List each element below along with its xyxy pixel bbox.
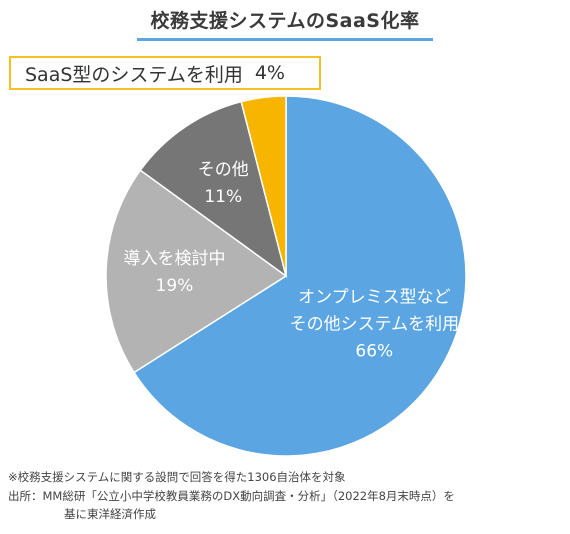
slice-value-label: 66% xyxy=(355,342,393,362)
chart-title: 校務支援システムのSaaS化率 xyxy=(150,10,420,32)
pie-slice-3 xyxy=(240,95,287,277)
callout-value: 4% xyxy=(254,62,285,84)
slice-category-label: その他 xyxy=(198,160,249,180)
pie-slice-2 xyxy=(139,100,288,278)
saas-callout: SaaS型のシステムを利用 4% xyxy=(9,56,321,90)
title-underline xyxy=(137,38,433,41)
footnote-source: 出所：MM総研「公立小中学校教員業務のDX動向調査・分析」（2022年8月末時点… xyxy=(8,489,455,503)
footnote-source-cont: 基に東洋経済作成 xyxy=(64,507,156,521)
slice-value-label: 11% xyxy=(204,187,242,207)
slice-category-label: その他システムを利用 xyxy=(290,315,460,335)
pie-slice-0 xyxy=(132,95,467,457)
slice-category-label: 導入を検討中 xyxy=(123,249,225,269)
callout-label: SaaS型のシステムを利用 xyxy=(25,63,243,86)
pie-slice-1 xyxy=(105,169,288,374)
slice-category-label: オンプレミス型など xyxy=(298,288,451,308)
slice-value-label: 19% xyxy=(156,276,194,296)
footnote-note: ※校務支援システムに関する設問で回答を得た1306自治体を対象 xyxy=(8,470,346,484)
